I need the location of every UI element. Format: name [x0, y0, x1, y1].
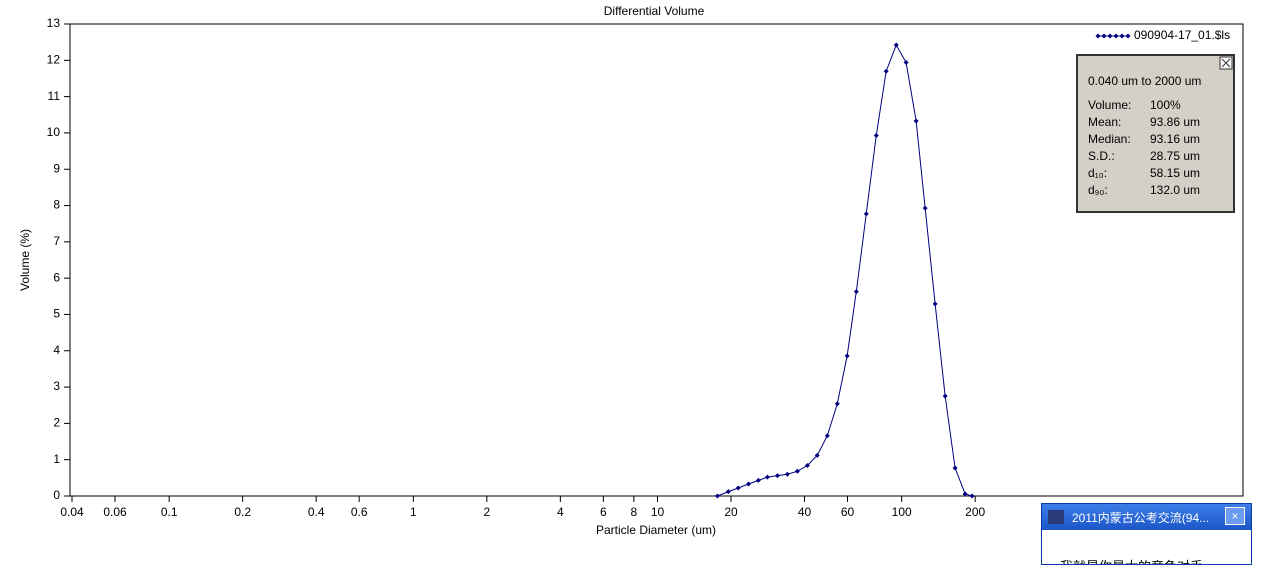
x-tick-label: 6: [600, 505, 607, 519]
y-tick-label: 12: [47, 52, 61, 66]
y-tick-label: 4: [53, 343, 60, 357]
stats-value: 132.0 um: [1150, 183, 1200, 197]
data-point: [969, 493, 975, 499]
y-tick-label: 0: [53, 488, 60, 502]
y-tick-label: 10: [47, 125, 61, 139]
x-tick-label: 0.1: [161, 505, 178, 519]
legend-marker: [1113, 33, 1119, 39]
data-point: [746, 481, 752, 487]
stats-value: 58.15 um: [1150, 166, 1200, 180]
data-point: [814, 452, 820, 458]
data-point: [952, 465, 958, 471]
x-tick-label: 100: [892, 505, 912, 519]
x-tick-label: 40: [798, 505, 812, 519]
popup-titlebar: 2011内蒙古公考交流(94...: [1042, 504, 1251, 530]
y-tick-label: 2: [53, 416, 60, 430]
data-point: [893, 42, 899, 48]
x-axis-label: Particle Diameter (um): [596, 523, 716, 537]
stats-panel: [1076, 54, 1235, 213]
y-tick-label: 9: [53, 161, 60, 175]
stats-box: 0.040 um to 2000 um Volume: 100% Mean: 93.86…: [1076, 54, 1235, 213]
data-point: [922, 205, 928, 211]
data-point: [853, 289, 859, 295]
notification-popup[interactable]: 2011内蒙古公考交流(94... × 我就是你最大的竞争对手...: [1041, 503, 1252, 565]
data-point: [735, 485, 741, 491]
x-tick-label: 10: [651, 505, 665, 519]
stats-key: S.D.:: [1088, 149, 1115, 163]
y-tick-label: 8: [53, 198, 60, 212]
y-tick-label: 11: [48, 89, 61, 103]
data-point: [755, 477, 761, 483]
series-line: [717, 43, 973, 497]
stats-value: 100%: [1150, 98, 1181, 112]
data-point: [804, 463, 810, 469]
x-tick-label: 8: [630, 505, 637, 519]
x-tick-label: 4: [557, 505, 564, 519]
data-point: [942, 393, 948, 399]
data-point: [932, 301, 938, 307]
data-point: [962, 491, 968, 497]
data-point: [834, 401, 840, 407]
x-tick-label: 0.6: [351, 505, 368, 519]
data-point: [863, 211, 869, 217]
x-tick-label: 0.04: [60, 505, 84, 519]
stats-value: 28.75 um: [1150, 149, 1200, 163]
x-tick-label: 0.4: [308, 505, 325, 519]
data-point: [774, 473, 780, 479]
legend-marker: [1101, 33, 1107, 39]
y-tick-label: 1: [53, 452, 60, 466]
stats-key: d₉₀:: [1088, 183, 1108, 197]
stats-key: Mean:: [1088, 115, 1121, 129]
stats-value: 93.16 um: [1150, 132, 1200, 146]
data-point: [883, 68, 889, 74]
chart-title: Differential Volume: [604, 4, 705, 18]
x-tick-label: 200: [965, 505, 985, 519]
plot-frame: [69, 23, 1244, 497]
y-tick-label: 13: [47, 16, 61, 30]
data-point: [764, 474, 770, 480]
stats-key: Volume:: [1088, 98, 1131, 112]
x-tick-label: 2: [483, 505, 490, 519]
x-tick-label: 0.06: [103, 505, 127, 519]
data-point: [824, 433, 830, 439]
legend-marker: [1107, 33, 1113, 39]
stats-key: d₁₀:: [1088, 166, 1107, 180]
popup-close[interactable]: ×: [1225, 507, 1245, 525]
x-tick-label: 0.2: [234, 505, 251, 519]
legend-marker: [1095, 33, 1101, 39]
data-point: [844, 353, 850, 359]
stats-value: 93.86 um: [1150, 115, 1200, 129]
x-tick-label: 60: [841, 505, 855, 519]
popup-title: 2011内蒙古公考交流(94...: [1072, 510, 1210, 525]
legend-marker: [1125, 33, 1131, 39]
data-point: [903, 59, 909, 65]
data-point: [784, 471, 790, 477]
popup-message: 我就是你最大的竞争对手...: [1060, 556, 1214, 564]
data-point: [794, 468, 800, 474]
stats-key: Median:: [1088, 132, 1131, 146]
data-point: [714, 493, 720, 499]
y-tick-label: 7: [53, 234, 60, 248]
legend-marker: [1119, 33, 1125, 39]
y-tick-label: 5: [53, 307, 60, 321]
legend-label: 090904-17_01.$ls: [1134, 28, 1230, 42]
data-point: [725, 489, 731, 495]
y-axis-label: Volume (%): [18, 229, 32, 291]
x-tick-label: 20: [724, 505, 738, 519]
popup-icon: [1048, 510, 1064, 524]
stats-close-icon: [1221, 58, 1231, 68]
x-tick-label: 1: [410, 505, 417, 519]
y-tick-label: 3: [53, 379, 60, 393]
y-tick-label: 6: [53, 270, 60, 284]
data-point: [913, 118, 919, 124]
stats-range: 0.040 um to 2000 um: [1088, 74, 1201, 88]
data-point: [873, 132, 879, 138]
